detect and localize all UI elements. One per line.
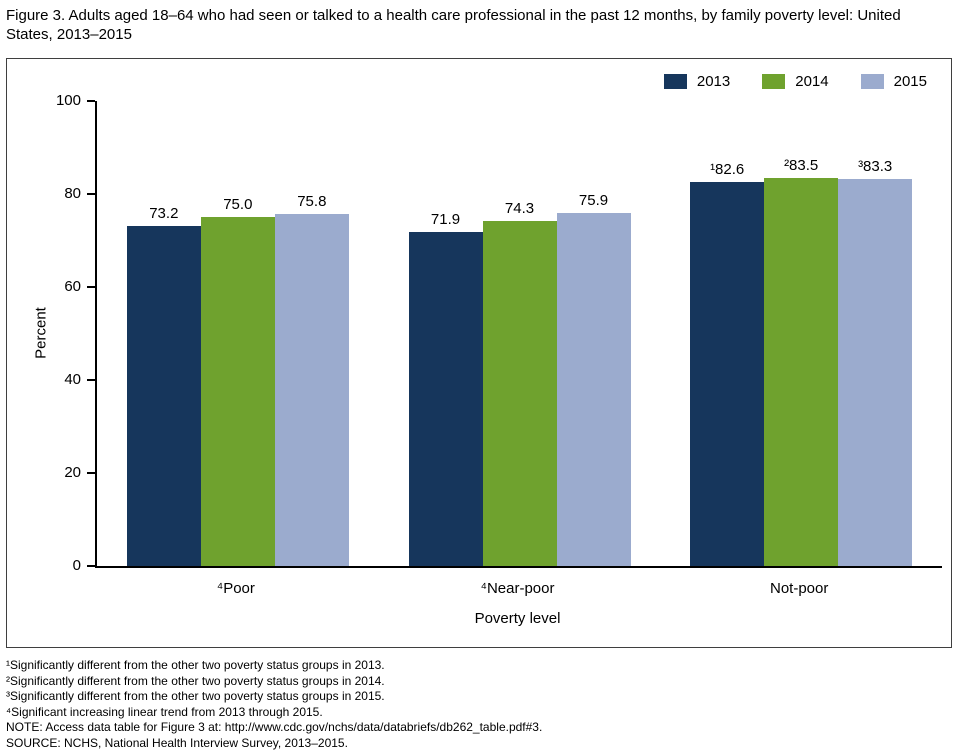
footnotes: ¹Significantly different from the other … bbox=[6, 658, 542, 751]
legend-item-2013: 2013 bbox=[663, 73, 731, 90]
y-axis-title: Percent bbox=[32, 307, 50, 359]
bar-value-label: ¹82.6 bbox=[710, 160, 745, 178]
bar-value-label: 73.2 bbox=[149, 204, 179, 222]
bar-slot: 75.0 bbox=[200, 101, 275, 566]
bar-value-label: 75.0 bbox=[223, 196, 253, 214]
bar-value-label: ³83.3 bbox=[858, 157, 893, 175]
bar-group: 73.2 75.0 75.8 bbox=[97, 101, 379, 566]
footnote-note: NOTE: Access data table for Figure 3 at:… bbox=[6, 720, 543, 734]
y-tick-mark bbox=[87, 193, 95, 195]
y-tick-mark bbox=[87, 565, 95, 567]
footnote-source: SOURCE: NCHS, National Health Interview … bbox=[6, 735, 348, 750]
legend-label-2015: 2015 bbox=[893, 73, 927, 90]
bar-2013 bbox=[126, 225, 201, 566]
legend-label-2014: 2014 bbox=[795, 73, 829, 90]
x-category-label: ⁴Near-poor bbox=[480, 580, 555, 597]
bar-2014 bbox=[764, 177, 839, 566]
x-category-label: Not-poor bbox=[770, 580, 829, 597]
figure-title: Figure 3. Adults aged 18–64 who had seen… bbox=[6, 7, 901, 43]
bar-slot: ¹82.6 bbox=[690, 101, 765, 566]
bar-slot: 75.8 bbox=[274, 101, 349, 566]
bar-slot: 71.9 bbox=[408, 101, 483, 566]
legend-swatch-2013 bbox=[663, 74, 687, 89]
bar-value-label: 75.9 bbox=[578, 192, 609, 210]
y-tick-mark bbox=[87, 286, 95, 288]
bar-value-label: 71.9 bbox=[430, 210, 461, 228]
y-tick-label: 60 bbox=[64, 278, 81, 295]
chart-area: 2013 2014 2015 Percent 0 20 40 60 80 100 73.2 75… bbox=[6, 58, 952, 648]
bar-slot: 73.2 bbox=[126, 101, 201, 566]
footnote-4: ⁴Significant increasing linear trend fro… bbox=[6, 704, 323, 719]
legend-label-2013: 2013 bbox=[696, 73, 731, 90]
footnote-3: ³Significantly different from the other … bbox=[6, 689, 385, 703]
y-tick-label: 20 bbox=[64, 464, 81, 481]
bar-2013 bbox=[408, 231, 483, 566]
legend-item-2014: 2014 bbox=[762, 73, 829, 90]
bar-groups: 73.2 75.0 75.8 71.9 74.3 75.9 ¹82.6 ²83.5 ³83.3 bbox=[97, 101, 942, 566]
y-tick-mark bbox=[87, 379, 95, 381]
y-tick-label: 0 bbox=[72, 557, 81, 574]
legend-swatch-2014 bbox=[762, 74, 786, 89]
footnote-2: ²Significantly different from the other … bbox=[6, 673, 385, 688]
bar-group: ¹82.6 ²83.5 ³83.3 bbox=[660, 101, 942, 566]
bar-slot: 74.3 bbox=[482, 101, 557, 566]
x-category-labels: ⁴Poor ⁴Near-poor Not-poor bbox=[95, 580, 940, 597]
legend-swatch-2015 bbox=[860, 74, 884, 89]
y-axis-ticks: 0 20 40 60 80 100 bbox=[56, 92, 942, 574]
legend: 2013 2014 2015 bbox=[663, 73, 927, 90]
bar-group: 71.9 74.3 75.9 bbox=[379, 101, 661, 566]
bar-value-label: ²83.5 bbox=[784, 156, 819, 174]
bar-2014 bbox=[200, 217, 275, 566]
y-tick-label: 100 bbox=[55, 92, 81, 109]
bar-value-label: 74.3 bbox=[504, 199, 535, 217]
bar-2015 bbox=[556, 213, 631, 566]
y-tick-label: 80 bbox=[64, 185, 81, 202]
bar-2013 bbox=[690, 181, 765, 566]
bar-slot: 75.9 bbox=[556, 101, 631, 566]
bar-slot: ²83.5 bbox=[764, 101, 839, 566]
bar-2015 bbox=[838, 178, 913, 566]
y-tick-mark bbox=[87, 472, 95, 474]
bar-slot: ³83.3 bbox=[838, 101, 913, 566]
y-tick-mark bbox=[87, 100, 95, 102]
bar-2014 bbox=[482, 220, 557, 566]
plot-area: 0 20 40 60 80 100 73.2 75.0 75.8 71.9 74.3 75.9 ¹82… bbox=[56, 92, 942, 574]
x-axis-title: Poverty level bbox=[474, 610, 561, 627]
legend-item-2015: 2015 bbox=[860, 73, 927, 90]
y-tick-label: 40 bbox=[64, 371, 81, 388]
bar-value-label: 75.8 bbox=[297, 192, 327, 210]
footnote-1: ¹Significantly different from the other … bbox=[6, 658, 385, 672]
x-category-label: ⁴Poor bbox=[216, 580, 255, 597]
bar-2015 bbox=[274, 213, 349, 566]
